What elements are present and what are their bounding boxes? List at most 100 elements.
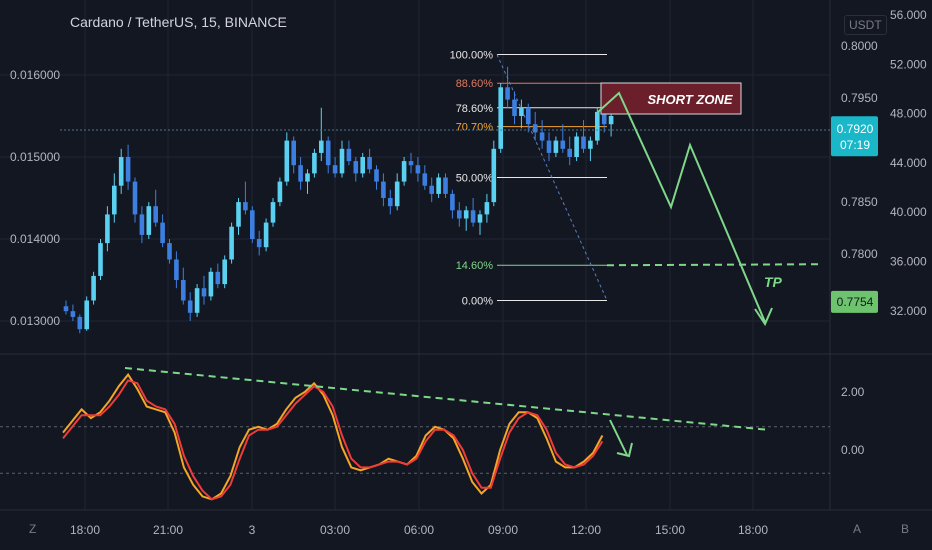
left-axis-tick: 0.015000 — [10, 150, 60, 164]
right-axis-tick: 0.7800 — [841, 247, 878, 261]
candle-body — [146, 206, 152, 235]
time-axis-tick: 18:00 — [738, 523, 768, 537]
candle-body — [277, 181, 283, 203]
fib-level-label: 88.60% — [456, 78, 494, 90]
right-axis-tick: 0.8000 — [841, 39, 878, 53]
tp-price-tag — [831, 290, 878, 313]
candle-body — [256, 239, 262, 248]
candle-body — [429, 185, 434, 194]
candle-body — [174, 259, 179, 280]
far-right-axis-tick: 32.000 — [890, 304, 927, 318]
left-axis-tick: 0.014000 — [10, 232, 60, 246]
candle-body — [601, 111, 607, 125]
far-right-axis-tick: 52.000 — [890, 57, 927, 71]
projection-arrowhead — [754, 307, 773, 327]
axes: 0.016000 0.015000 0.014000 0.013000 0.8000 0.… — [10, 8, 927, 537]
candle-body — [118, 157, 124, 186]
candle-body — [360, 157, 365, 174]
current-price-tag — [831, 116, 878, 157]
log-scale-button[interactable]: B — [901, 522, 910, 536]
candle-body — [346, 148, 352, 162]
candle-body — [436, 177, 441, 194]
time-axis-tick: 21:00 — [153, 523, 183, 537]
candle-body — [284, 140, 290, 182]
candle-body — [91, 275, 96, 301]
candle-body — [532, 124, 538, 133]
far-right-axis-tick: 48.000 — [890, 107, 927, 121]
auto-scale-button[interactable]: A — [853, 522, 862, 536]
candle-body — [470, 210, 476, 223]
candle-body — [498, 87, 503, 149]
candle-body — [250, 210, 255, 239]
candle-body — [229, 226, 234, 260]
osc-axis-tick: 0.00 — [841, 443, 865, 457]
timezone-button[interactable]: Z — [29, 522, 37, 536]
candle-body — [112, 185, 117, 215]
time-axis-tick: 18:00 — [70, 523, 100, 537]
candle-body — [574, 136, 579, 157]
candle-body — [512, 99, 517, 116]
candle-body — [98, 243, 103, 276]
candle-body — [560, 140, 566, 149]
candle-body — [305, 173, 310, 182]
fib-level-label: 0.00% — [462, 296, 493, 308]
candle-body — [388, 198, 393, 207]
short-zone-label: SHORT ZONE — [648, 92, 733, 107]
right-axis-tick: 0.7950 — [841, 91, 878, 105]
osc-axis-tick: 2.00 — [841, 385, 865, 399]
left-axis-tick: 0.016000 — [10, 68, 60, 82]
candle-body — [415, 165, 421, 174]
candle-body — [339, 148, 345, 174]
candle-body — [332, 165, 338, 174]
candlestick-series — [63, 66, 614, 334]
short-zone-box — [600, 82, 742, 115]
candle-body — [319, 140, 324, 153]
candle-body — [567, 148, 572, 157]
candle-body — [187, 300, 193, 313]
currency-label[interactable]: USDT — [844, 15, 887, 35]
candle-body — [270, 202, 276, 223]
candle-body — [408, 161, 414, 166]
candle-body — [77, 316, 83, 330]
candle-body — [291, 140, 296, 166]
candle-body — [236, 202, 241, 227]
candle-body — [595, 111, 600, 141]
fib-trend-line — [496, 54, 608, 301]
candle-body — [194, 288, 200, 313]
candle-body — [298, 165, 303, 182]
candle-body — [222, 259, 227, 285]
candle-body — [491, 148, 497, 203]
candle-body — [105, 214, 110, 244]
candle-body — [263, 222, 269, 248]
candle-body — [367, 157, 372, 170]
candle-body — [325, 140, 331, 166]
oscillator-panel — [0, 367, 830, 501]
candle-body — [581, 136, 586, 149]
candle-body — [63, 306, 69, 312]
candle-body — [450, 193, 455, 211]
candle-body — [84, 300, 89, 330]
candle-body — [539, 132, 545, 141]
candle-body — [484, 202, 490, 215]
candle-body — [215, 271, 221, 285]
candle-body — [353, 161, 359, 174]
time-axis-tick: 09:00 — [488, 523, 518, 537]
candle-body — [519, 107, 524, 116]
candle-body — [394, 181, 400, 207]
osc-arrow — [609, 419, 628, 456]
candle-body — [243, 202, 248, 211]
candle-body — [125, 157, 131, 182]
candle-body — [208, 271, 214, 297]
candle-body — [181, 280, 186, 301]
fib-level-label: 70.70% — [456, 122, 494, 134]
time-axis-tick: 06:00 — [404, 523, 434, 537]
tp-label: TP — [764, 274, 783, 290]
fib-level-label: 100.00% — [450, 50, 494, 62]
projection-arrow — [597, 91, 766, 323]
tp-price-value: 0.7754 — [837, 295, 874, 309]
candle-body — [477, 214, 483, 223]
candle-countdown: 07:19 — [840, 138, 870, 152]
time-axis-tick: 12:00 — [571, 523, 601, 537]
candle-body — [588, 140, 593, 149]
candle-body — [422, 173, 428, 186]
